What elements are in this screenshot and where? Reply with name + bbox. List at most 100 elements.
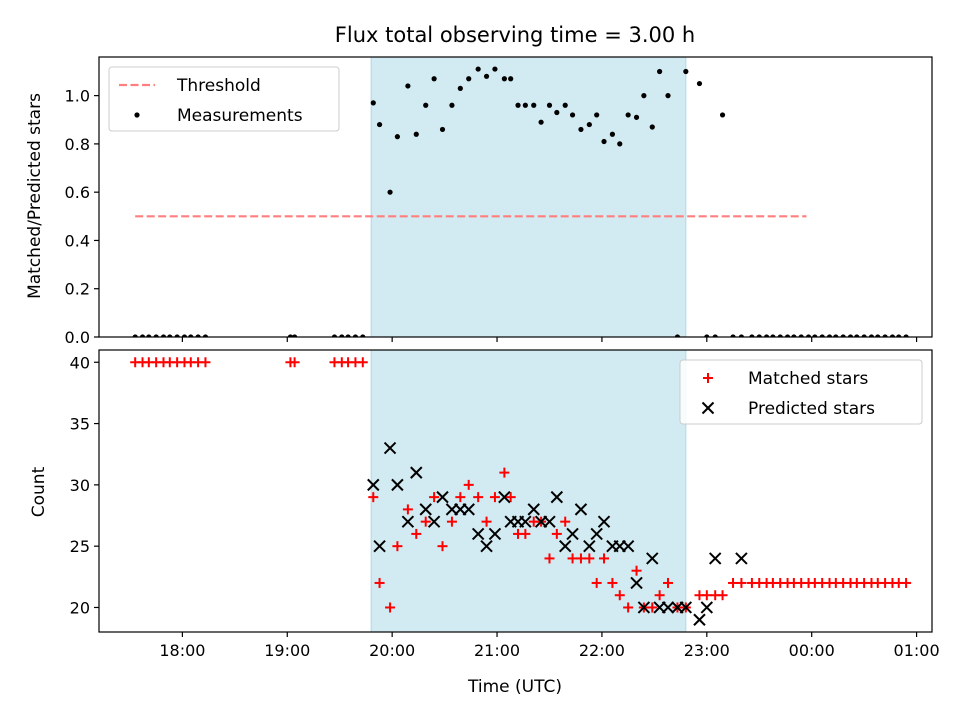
measurement-point [132,334,138,337]
matched-star-marker [567,553,578,564]
measurement-point [376,121,383,128]
legend-label: Predicted stars [748,399,875,419]
measurement-point [798,334,804,337]
measurement-point [683,68,689,75]
bottom-x-tick-label: 22:00 [579,641,625,660]
measurement-point [139,334,146,337]
predicted-star-marker [401,515,415,528]
matched-star-marker [411,528,422,539]
measurement-point [546,102,553,108]
predicted-star-marker [693,613,706,626]
legend-label: Threshold [176,76,261,96]
measurement-point [174,334,180,337]
measurement-point [202,334,209,337]
measurement-point [413,131,419,137]
measurement-point [466,76,472,82]
predicted-star-marker [735,552,748,565]
matched-star-marker [736,577,747,588]
measurement-point [657,68,663,75]
measurement-point [160,334,167,337]
matched-star-marker [455,492,466,503]
measurement-point [331,334,338,337]
measurement-point [146,334,152,337]
measurement-point [370,100,376,106]
measurement-point [522,102,528,108]
measurement-point [352,334,359,337]
measurement-point [704,334,710,337]
measurement-point [847,334,854,337]
measurement-point [756,334,762,337]
matched-star-marker [584,553,595,564]
measurement-point [431,76,437,82]
marker-d2 [462,503,475,516]
top-y-tick-label: 1.0 [65,87,90,106]
measurement-point [554,109,560,116]
measurement-point [492,66,498,72]
matched-star-marker [463,479,474,490]
matched-star-marker [420,516,431,527]
marker-d2 [566,527,579,541]
bottom-axes-frame [98,349,933,633]
matched-star-marker [544,553,555,564]
matched-star-marker [647,602,658,613]
measurement-point [840,334,846,337]
marker-d2 [693,613,706,626]
matched-star-marker [489,492,500,503]
top-legend: Threshold Measurements [108,66,340,132]
measurement-point [292,334,298,337]
bottom-data-layer [130,357,912,626]
predicted-star-marker [383,441,397,455]
predicted-star-marker [427,515,441,528]
bottom-x-tick-label: 00:00 [789,641,835,660]
measurement-point [387,189,393,195]
matched-star-marker [505,492,516,503]
predicted-star-marker [661,601,675,614]
marker-d2 [637,601,651,614]
measurement-point [763,334,770,337]
measurement-point [903,334,909,337]
marker-d2 [519,515,532,528]
measurement-point [833,334,839,337]
matched-star-marker [901,577,912,588]
measurement-point [868,334,875,337]
measurement-point [826,334,833,337]
measurement-point [861,334,867,337]
marker-d2 [419,503,432,516]
top-panel: 0.0 0.2 0.4 0.6 0.8 1.0 Threshold Measurements [65,56,933,347]
measurement-point [181,334,188,337]
measurement-point [339,334,345,337]
matched-star-marker [473,492,484,503]
marker-d2 [543,515,556,528]
measurement-point [812,334,818,337]
measurement-point [712,334,718,337]
measurement-point [805,334,812,337]
predicted-star-marker [708,552,722,565]
predicted-star-marker [597,515,611,528]
measurement-point [569,112,576,118]
predicted-star-marker [700,601,714,614]
matched-star-marker [654,590,665,601]
marker-d2 [597,515,611,528]
measurement-point [405,83,411,89]
marker-d2 [471,527,485,541]
matched-star-marker [599,553,610,564]
matched-star-marker [446,516,457,527]
legend-predicted-swatch [701,401,715,415]
matched-star-marker [551,528,562,539]
measurement-point [501,76,507,82]
top-axes-frame [98,56,933,338]
bottom-y-tick-label: 35 [70,415,90,434]
marker-d2 [583,539,596,553]
bottom-observing-window [370,349,687,633]
marker-d2 [498,490,511,504]
marker-d2 [559,539,572,553]
marker-d2 [383,441,397,455]
legend-label: Matched stars [748,369,868,389]
predicted-star-marker [630,576,643,590]
matched-star-marker [614,590,625,601]
marker-d2 [630,576,643,590]
marker-d2 [590,527,603,541]
marker-d2 [367,478,380,492]
matched-star-marker [368,492,379,503]
legend-label: Measurements [177,106,303,126]
